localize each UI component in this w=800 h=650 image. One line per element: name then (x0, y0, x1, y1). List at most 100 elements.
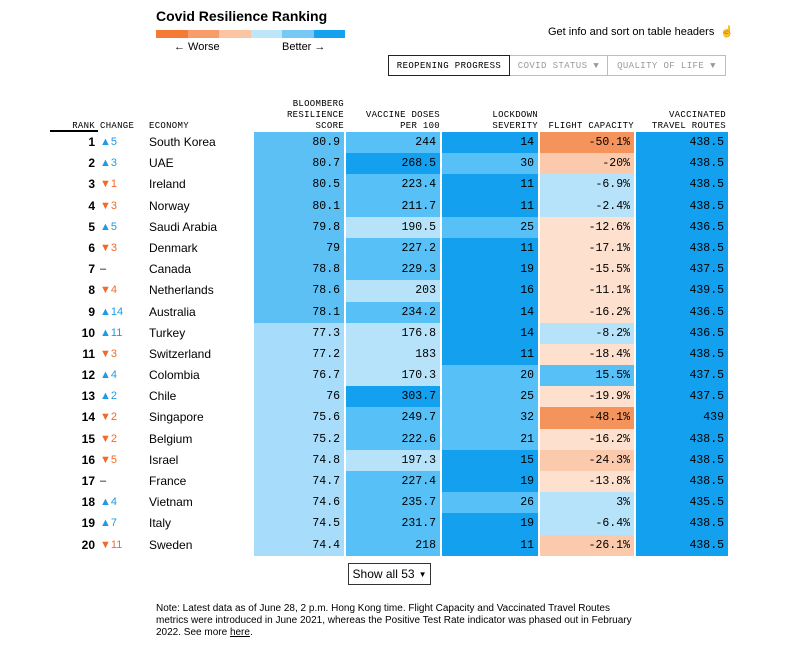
economy-cell: Turkey (149, 325, 186, 340)
color-scale-legend (156, 30, 345, 38)
score-cell: 76 (254, 386, 344, 408)
see-more-link[interactable]: here (229, 627, 250, 638)
flight-cell: -17.1% (540, 237, 634, 260)
vaccine-cell: 303.7 (346, 386, 440, 408)
economy-cell: Colombia (149, 368, 200, 383)
score-cell: 74.6 (254, 492, 344, 514)
up-arrow-icon: ▲2 (100, 390, 118, 403)
change-cell: ▼4 (100, 280, 140, 301)
score-cell: 80.1 (254, 195, 344, 217)
table-row[interactable]: 16 ▼5 Israel 74.8 197.3 15 -24.3% 438.5 (0, 449, 800, 471)
page-title: Covid Resilience Ranking (156, 8, 328, 24)
rank-cell: 5 (88, 219, 95, 234)
header-economy[interactable]: ECONOMY (149, 121, 189, 131)
table-row[interactable]: 9 ▲14 Australia 78.1 234.2 14 -16.2% 436.5 (0, 301, 800, 323)
category-tabs: REOPENING PROGRESS COVID STATUS ▼ QUALITY… (388, 55, 726, 76)
header-rank[interactable]: RANK (72, 121, 95, 131)
flight-cell: 15.5% (540, 365, 634, 387)
flight-cell: -20% (540, 153, 634, 175)
economy-cell: Israel (149, 452, 179, 467)
table-row[interactable]: 8 ▼4 Netherlands 78.6 203 16 -11.1% 439.5 (0, 280, 800, 302)
vaccine-cell: 249.7 (346, 407, 440, 429)
tab-covid-status[interactable]: COVID STATUS ▼ (509, 55, 608, 76)
vaccine-cell: 170.3 (346, 365, 440, 387)
info-hint-text: Get info and sort on table headers (548, 25, 715, 38)
footnote: Note: Latest data as of June 28, 2 p.m. … (156, 603, 636, 639)
down-arrow-icon: ▼2 (100, 432, 118, 445)
lockdown-cell: 14 (442, 132, 538, 154)
table-row[interactable]: 5 ▲5 Saudi Arabia 79.8 190.5 25 -12.6% 436.5 (0, 216, 800, 238)
table-row[interactable]: 14 ▼2 Singapore 75.6 249.7 32 -48.1% 439 (0, 407, 800, 429)
score-cell: 74.4 (254, 534, 344, 556)
vtr-cell: 438.5 (636, 513, 728, 535)
score-cell: 80.9 (254, 132, 344, 154)
lockdown-cell: 15 (442, 449, 538, 471)
table-row[interactable]: 1 ▲5 South Korea 80.9 244 14 -50.1% 438.5 (0, 132, 800, 154)
header-flight-capacity[interactable]: FLIGHT CAPACITY (548, 121, 634, 131)
footnote-end: . (249, 627, 253, 638)
change-cell: ▼3 (100, 196, 140, 217)
flight-cell: -18.4% (540, 343, 634, 366)
table-row[interactable]: 10 ▲11 Turkey 77.3 176.8 14 -8.2% 436.5 (0, 322, 800, 344)
table-row[interactable]: 6 ▼3 Denmark 79 227.2 11 -17.1% 438.5 (0, 237, 800, 260)
flight-cell: -50.1% (540, 132, 634, 154)
legend-swatch (156, 30, 188, 38)
change-cell: ▼2 (100, 407, 140, 428)
vaccine-cell: 218 (346, 534, 440, 556)
table-row[interactable]: 20 ▼11 Sweden 74.4 218 11 -26.1% 438.5 (0, 534, 800, 556)
vtr-cell: 438.5 (636, 195, 728, 217)
lockdown-cell: 11 (442, 174, 538, 196)
score-cell: 74.5 (254, 513, 344, 535)
vtr-cell: 438.5 (636, 449, 728, 471)
table-row[interactable]: 15 ▼2 Belgium 75.2 222.6 21 -16.2% 438.5 (0, 428, 800, 450)
table-row[interactable]: 18 ▲4 Vietnam 74.6 235.7 26 3% 435.5 (0, 492, 800, 514)
change-cell: ▲7 (100, 513, 140, 534)
lockdown-cell: 14 (442, 322, 538, 344)
lockdown-cell: 19 (442, 471, 538, 493)
table-row[interactable]: 13 ▲2 Chile 76 303.7 25 -19.9% 437.5 (0, 386, 800, 408)
header-vaccinated-travel-routes[interactable]: VACCINATED TRAVEL ROUTES (651, 110, 726, 131)
table-row[interactable]: 19 ▲7 Italy 74.5 231.7 19 -6.4% 438.5 (0, 513, 800, 535)
header-resilience-score[interactable]: BLOOMBERG RESILIENCE SCORE (286, 99, 344, 131)
economy-cell: Norway (149, 198, 190, 213)
lockdown-cell: 20 (442, 365, 538, 387)
economy-cell: Sweden (149, 537, 193, 552)
header-vaccine-doses[interactable]: VACCINE DOSES PER 100 (365, 110, 440, 131)
rank-cell: 8 (88, 283, 95, 298)
table-row[interactable]: 11 ▼3 Switzerland 77.2 183 11 -18.4% 438.5 (0, 343, 800, 366)
table-row[interactable]: 7– Canada 78.8 229.3 19 -15.5% 437.5 (0, 259, 800, 281)
lockdown-cell: 19 (442, 513, 538, 535)
header-lockdown-severity[interactable]: LOCKDOWN SEVERITY (492, 110, 538, 131)
down-arrow-icon: ▼5 (100, 453, 118, 466)
down-arrow-icon: ▼4 (100, 284, 118, 297)
economy-cell: Vietnam (149, 495, 193, 510)
change-cell: ▲4 (100, 365, 140, 386)
lockdown-cell: 11 (442, 237, 538, 260)
up-arrow-icon: ▲7 (100, 517, 118, 530)
show-all-button[interactable]: Show all 53 ▼ (348, 563, 431, 585)
vtr-cell: 438.5 (636, 428, 728, 450)
vaccine-cell: 211.7 (346, 195, 440, 217)
table-row[interactable]: 17– France 74.7 227.4 19 -13.8% 438.5 (0, 471, 800, 493)
table-row[interactable]: 4 ▼3 Norway 80.1 211.7 11 -2.4% 438.5 (0, 195, 800, 217)
tab-quality-of-life[interactable]: QUALITY OF LIFE ▼ (607, 55, 726, 76)
tab-reopening-progress[interactable]: REOPENING PROGRESS (388, 55, 510, 76)
vtr-cell: 437.5 (636, 386, 728, 408)
table-row[interactable]: 2 ▲3 UAE 80.7 268.5 30 -20% 438.5 (0, 153, 800, 175)
flight-cell: -2.4% (540, 195, 634, 217)
change-cell: ▲2 (100, 386, 140, 407)
header-change[interactable]: CHANGE (100, 121, 135, 131)
table-row[interactable]: 3 ▼1 Ireland 80.5 223.4 11 -6.9% 438.5 (0, 174, 800, 196)
flight-cell: -19.9% (540, 386, 634, 408)
down-arrow-icon: ▼2 (100, 411, 118, 424)
economy-cell: France (149, 474, 187, 488)
flight-cell: -24.3% (540, 449, 634, 471)
sort-indicator-rule (50, 130, 98, 132)
score-cell: 76.7 (254, 365, 344, 387)
flight-cell: -16.2% (540, 301, 634, 323)
table-row[interactable]: 12 ▲4 Colombia 76.7 170.3 20 15.5% 437.5 (0, 365, 800, 387)
legend-swatch (313, 30, 345, 38)
flight-cell: -16.2% (540, 428, 634, 450)
economy-cell: Netherlands (149, 283, 214, 298)
down-arrow-icon: ▼1 (100, 178, 118, 191)
